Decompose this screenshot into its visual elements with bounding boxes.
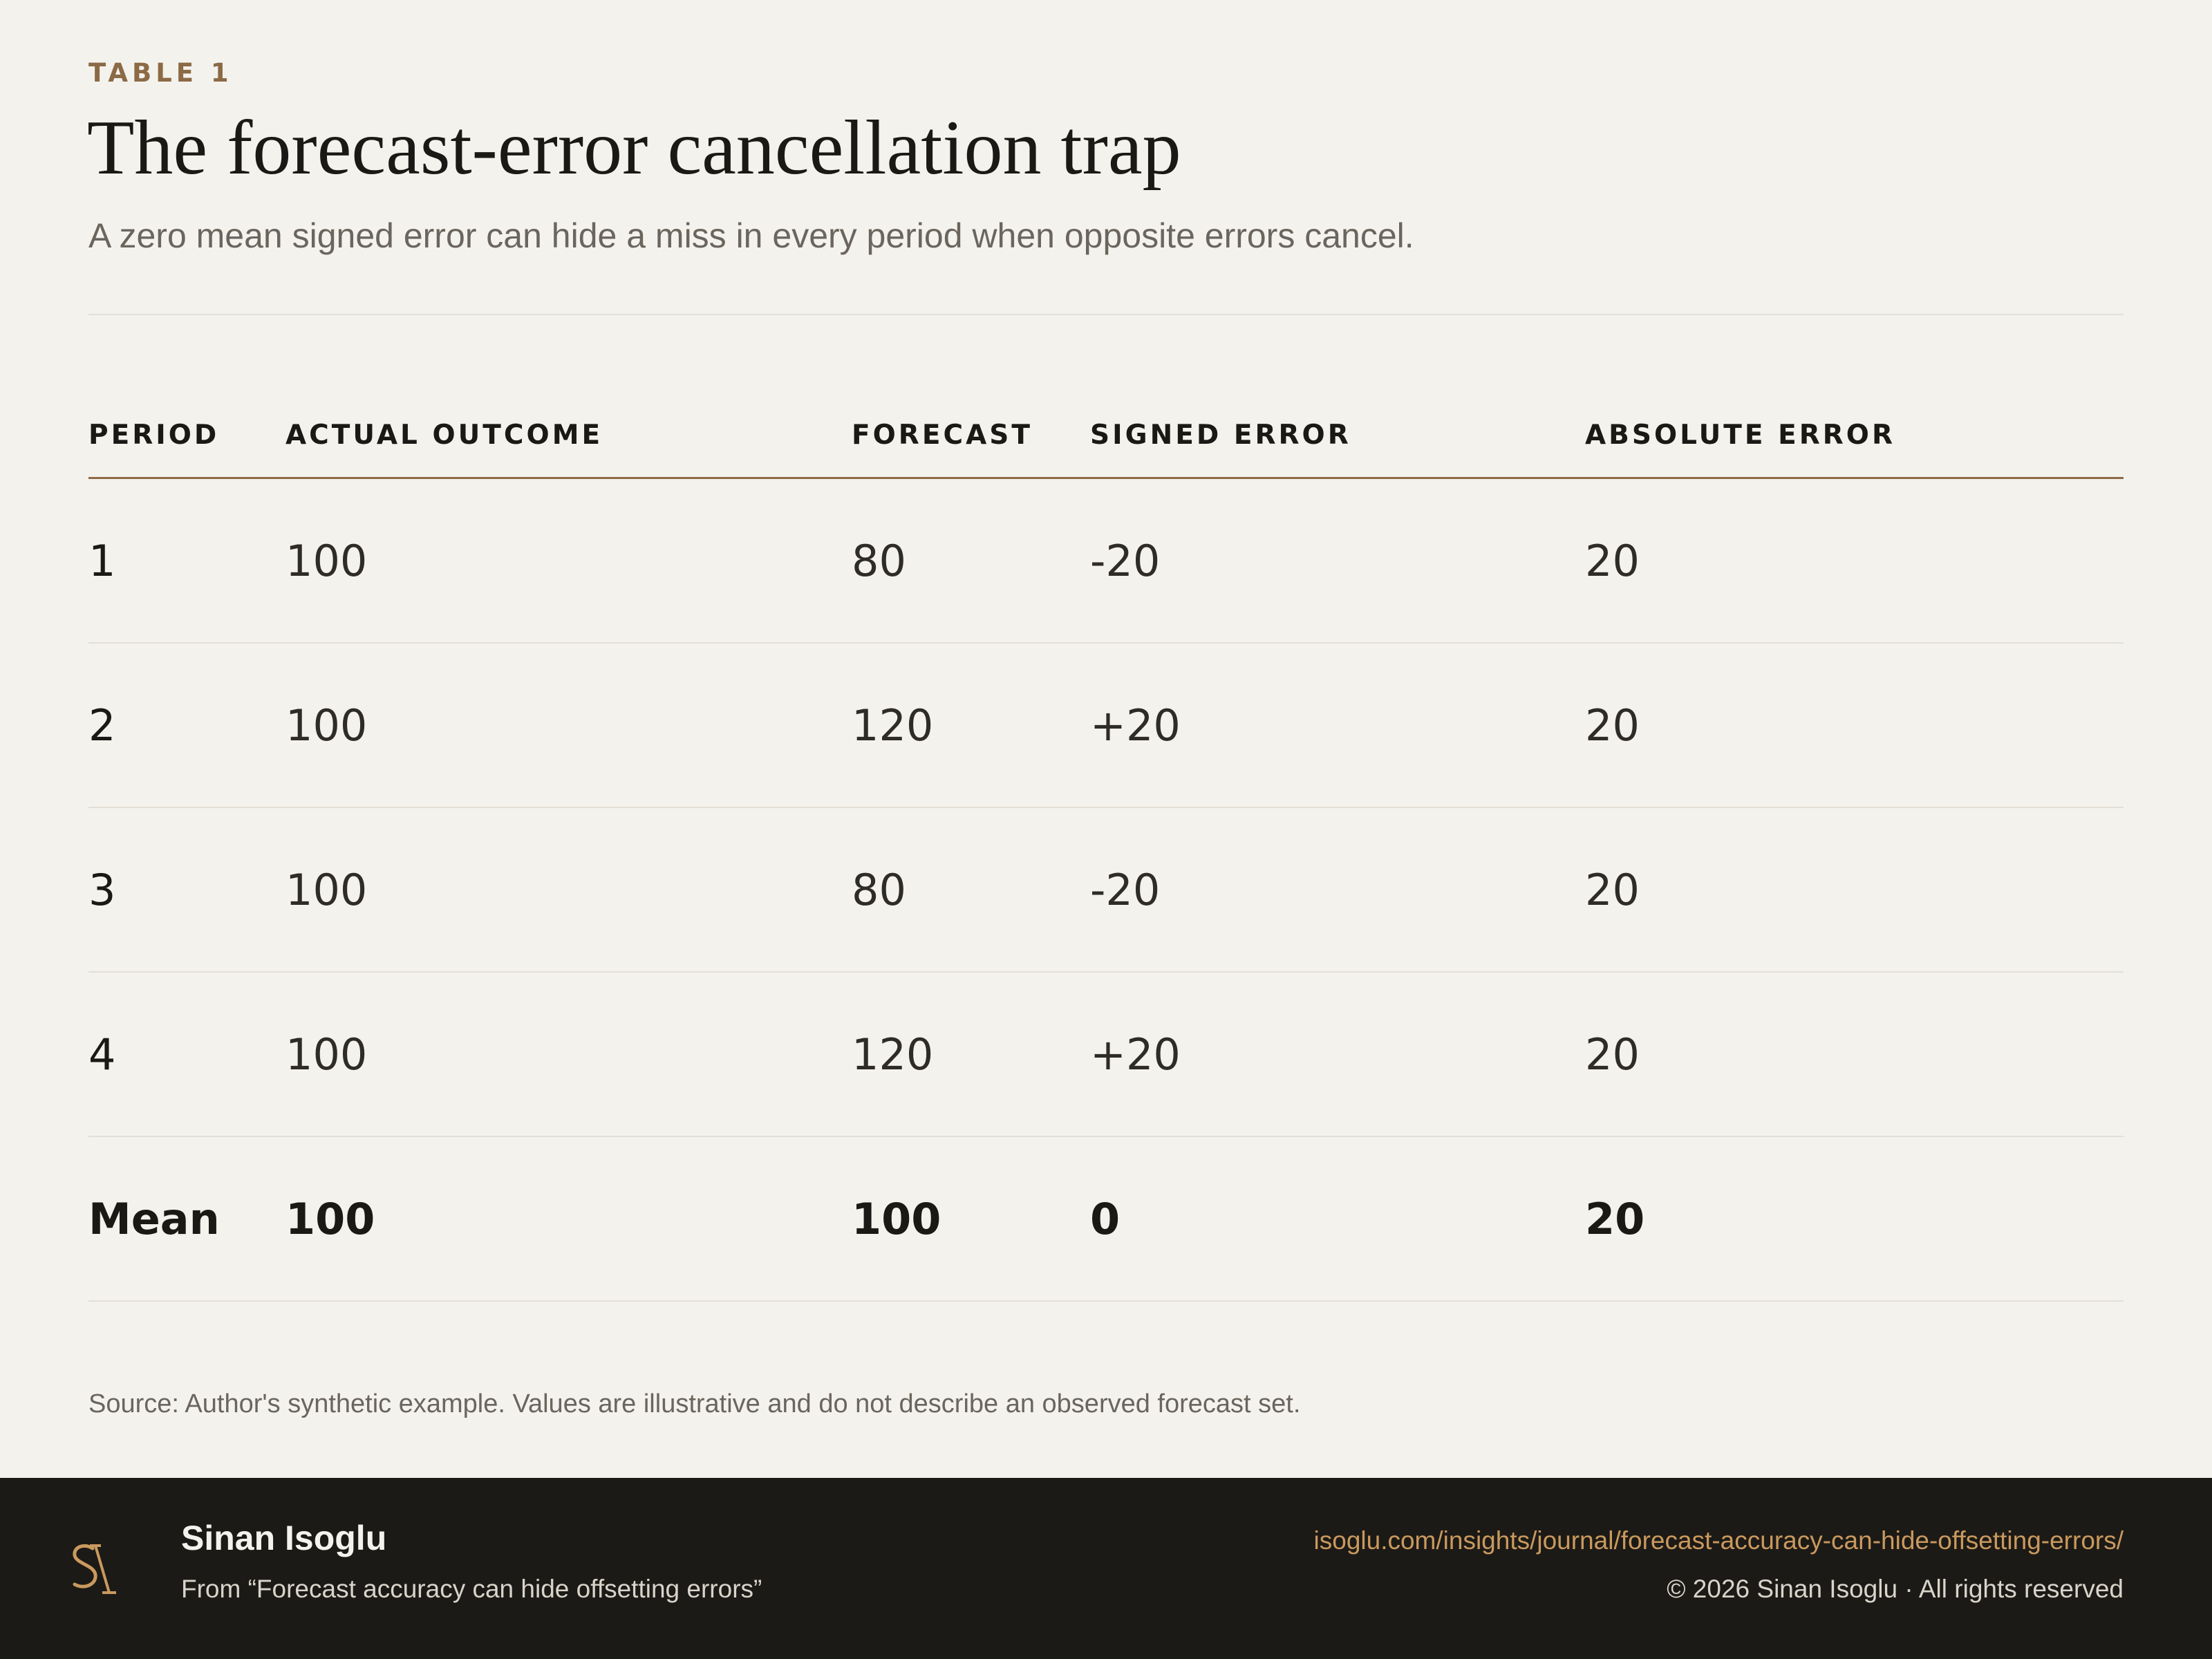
author-name: Sinan Isoglu [181, 1519, 387, 1557]
column-header-period: PERIOD [88, 393, 285, 479]
cell-forecast: 120 [852, 972, 1090, 1137]
column-header-signed-error: SIGNED ERROR [1090, 393, 1585, 479]
article-reference: From “Forecast accuracy can hide offsett… [181, 1575, 762, 1603]
cell-absolute-error: 20 [1585, 807, 2124, 973]
cell-actual-outcome: 100 [285, 972, 852, 1137]
table-row-mean: Mean 100 100 0 20 [88, 1136, 2124, 1302]
si-monogram-logo-icon [73, 1544, 116, 1594]
table-header-row: PERIOD ACTUAL OUTCOME FORECAST SIGNED ER… [88, 393, 2124, 479]
cell-signed-error: -20 [1090, 478, 1585, 644]
column-header-forecast: FORECAST [852, 393, 1090, 479]
cell-period: 2 [88, 643, 285, 808]
cell-mean-actual-outcome: 100 [285, 1136, 852, 1302]
footer: Sinan Isoglu From “Forecast accuracy can… [0, 1478, 2212, 1659]
cell-mean-forecast: 100 [852, 1136, 1090, 1302]
forecast-error-table: PERIOD ACTUAL OUTCOME FORECAST SIGNED ER… [88, 393, 2124, 1302]
cell-absolute-error: 20 [1585, 972, 2124, 1137]
cell-actual-outcome: 100 [285, 478, 852, 644]
column-header-absolute-error: ABSOLUTE ERROR [1585, 393, 2124, 479]
column-header-actual-outcome: ACTUAL OUTCOME [285, 393, 852, 479]
header-divider [88, 314, 2124, 315]
cell-absolute-error: 20 [1585, 478, 2124, 644]
cell-signed-error: +20 [1090, 643, 1585, 808]
cell-forecast: 80 [852, 807, 1090, 973]
table-row: 4 100 120 +20 20 [88, 972, 2124, 1137]
table-card: TABLE 1 The forecast-error cancellation … [87, 58, 2124, 1418]
table-row: 1 100 80 -20 20 [88, 478, 2124, 644]
cell-mean-absolute-error: 20 [1585, 1136, 2124, 1302]
copyright-text: © 2026 Sinan Isoglu · All rights reserve… [1667, 1575, 2124, 1603]
page-title: The forecast-error cancellation trap [87, 105, 1181, 191]
cell-period: 1 [88, 478, 285, 644]
source-note: Source: Author's synthetic example. Valu… [88, 1389, 1301, 1418]
cell-period: 4 [88, 972, 285, 1137]
cell-signed-error: -20 [1090, 807, 1585, 973]
cell-forecast: 80 [852, 478, 1090, 644]
cell-mean-signed-error: 0 [1090, 1136, 1585, 1302]
table-eyebrow: TABLE 1 [88, 58, 233, 88]
table-row: 2 100 120 +20 20 [88, 643, 2124, 808]
table-row: 3 100 80 -20 20 [88, 807, 2124, 973]
cell-period: 3 [88, 807, 285, 973]
cell-forecast: 120 [852, 643, 1090, 808]
cell-actual-outcome: 100 [285, 643, 852, 808]
cell-absolute-error: 20 [1585, 643, 2124, 808]
cell-actual-outcome: 100 [285, 807, 852, 973]
article-url-link[interactable]: isoglu.com/insights/journal/forecast-acc… [1313, 1526, 2124, 1555]
cell-mean-label: Mean [88, 1136, 285, 1302]
page-subtitle: A zero mean signed error can hide a miss… [88, 216, 1414, 255]
cell-signed-error: +20 [1090, 972, 1585, 1137]
